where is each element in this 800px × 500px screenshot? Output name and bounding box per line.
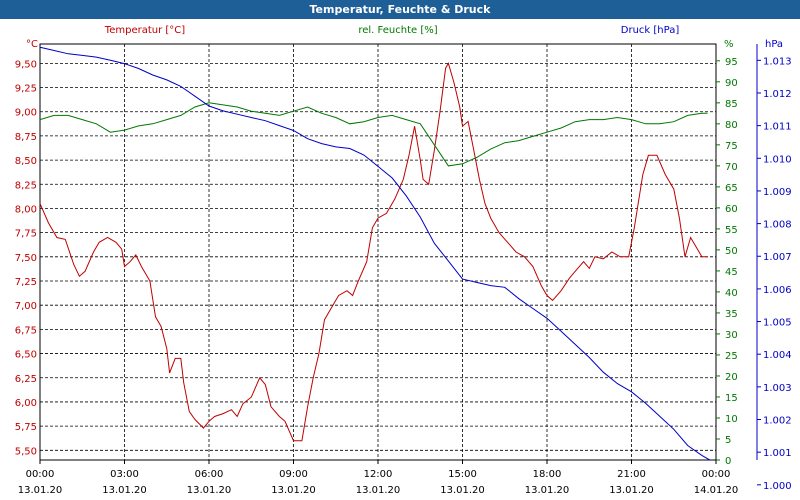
- humidity-tick-label: 5: [725, 435, 731, 446]
- pressure-tick-label: 1.005: [763, 318, 792, 329]
- time-tick-label: 09:00: [279, 469, 308, 480]
- humidity-tick-label: 50: [725, 246, 738, 257]
- time-tick-label: 18:00: [533, 469, 562, 480]
- humidity-tick-label: 60: [725, 204, 738, 215]
- time-axis: 00:00 13.01.20 03:00 13.01.20 06:00 13.01.20 0…: [18, 460, 739, 496]
- pressure-tick-label: 1.006: [763, 285, 792, 296]
- humidity-tick-label: 80: [725, 120, 738, 131]
- time-tick-label: 00:00: [702, 469, 731, 480]
- time-tick-label: 03:00: [110, 469, 139, 480]
- temperature-tick-label: 9,25: [15, 84, 37, 95]
- temperature-tick-label: 6,75: [15, 325, 37, 336]
- temperature-tick-label: 6,00: [15, 398, 37, 409]
- humidity-legend: rel. Feuchte [%]: [358, 25, 437, 36]
- humidity-tick-label: 95: [725, 57, 738, 68]
- humidity-tick-label: 90: [725, 78, 738, 89]
- temperature-tick-label: 7,75: [15, 229, 37, 240]
- pressure-tick-label: 1.000: [763, 481, 792, 492]
- humidity-tick-label: 0: [725, 456, 731, 467]
- date-tick-label: 14.01.20: [694, 485, 739, 496]
- pressure-tick-label: 1.010: [763, 154, 792, 165]
- chart-canvas: 9,50 9,25 9,00 8,75 8,50 8,25 8,00 7,75 7,50 7,25…: [15, 25, 792, 496]
- date-tick-label: 13.01.20: [271, 485, 316, 496]
- humidity-tick-label: 55: [725, 225, 738, 236]
- pressure-series-line: [39, 46, 711, 461]
- humidity-unit: %: [724, 39, 734, 50]
- grid: [40, 44, 716, 460]
- pressure-tick-label: 1.009: [763, 187, 792, 198]
- pressure-tick-label: 1.008: [763, 220, 792, 231]
- time-tick-label: 15:00: [448, 469, 477, 480]
- pressure-tick-label: 1.003: [763, 383, 792, 394]
- temperature-axis: 9,50 9,25 9,00 8,75 8,50 8,25 8,00 7,75 7,50 7,25…: [15, 59, 37, 457]
- date-tick-label: 13.01.20: [440, 485, 485, 496]
- date-tick-label: 13.01.20: [525, 485, 570, 496]
- time-tick-label: 21:00: [617, 469, 646, 480]
- humidity-tick-label: 70: [725, 162, 738, 173]
- temperature-tick-label: 7,00: [15, 301, 37, 312]
- temperature-tick-label: 8,50: [15, 156, 37, 167]
- humidity-tick-label: 30: [725, 330, 738, 341]
- humidity-tick-label: 35: [725, 309, 738, 320]
- time-tick-label: 00:00: [26, 469, 55, 480]
- date-tick-label: 13.01.20: [102, 485, 147, 496]
- pressure-legend: Druck [hPa]: [621, 25, 680, 36]
- temperature-tick-label: 8,25: [15, 180, 37, 191]
- temperature-unit: °C: [26, 39, 38, 50]
- date-tick-label: 13.01.20: [187, 485, 232, 496]
- temperature-tick-label: 8,00: [15, 204, 37, 215]
- temperature-tick-label: 7,50: [15, 253, 37, 264]
- date-tick-label: 13.01.20: [356, 485, 401, 496]
- humidity-tick-label: 75: [725, 141, 738, 152]
- pressure-unit: hPa: [765, 39, 783, 50]
- humidity-series-line: [39, 102, 708, 167]
- pressure-tick-label: 1.013: [763, 56, 792, 67]
- pressure-tick-label: 1.004: [763, 350, 792, 361]
- date-tick-label: 13.01.20: [609, 485, 654, 496]
- temperature-tick-label: 9,50: [15, 59, 37, 70]
- pressure-tick-label: 1.001: [763, 448, 792, 459]
- temperature-tick-label: 6,25: [15, 374, 37, 385]
- temperature-tick-label: 5,75: [15, 422, 37, 433]
- temperature-series-line: [39, 62, 708, 442]
- chart-title: Temperatur, Feuchte & Druck: [0, 0, 800, 19]
- humidity-tick-label: 65: [725, 183, 738, 194]
- pressure-tick-label: 1.002: [763, 416, 792, 427]
- temperature-tick-label: 8,75: [15, 132, 37, 143]
- temperature-tick-label: 9,00: [15, 108, 37, 119]
- pressure-axis: 1.013 1.012 1.011 1.010 1.009 1.008 1.007 1.006…: [756, 44, 792, 492]
- humidity-tick-label: 10: [725, 414, 738, 425]
- pressure-tick-label: 1.011: [763, 122, 792, 133]
- pressure-tick-label: 1.007: [763, 252, 792, 263]
- temperature-legend: Temperatur [°C]: [104, 25, 185, 36]
- humidity-tick-label: 40: [725, 288, 738, 299]
- humidity-tick-label: 25: [725, 351, 738, 362]
- temperature-tick-label: 6,50: [15, 350, 37, 361]
- pressure-tick-label: 1.012: [763, 89, 792, 100]
- series-lines: [39, 46, 711, 461]
- temperature-tick-label: 7,25: [15, 277, 37, 288]
- date-tick-label: 13.01.20: [18, 485, 63, 496]
- temperature-tick-label: 5,50: [15, 446, 37, 457]
- time-tick-label: 06:00: [195, 469, 224, 480]
- humidity-tick-label: 45: [725, 267, 738, 278]
- humidity-tick-label: 20: [725, 372, 738, 383]
- humidity-tick-label: 15: [725, 393, 738, 404]
- time-tick-label: 12:00: [364, 469, 393, 480]
- humidity-tick-label: 85: [725, 99, 738, 110]
